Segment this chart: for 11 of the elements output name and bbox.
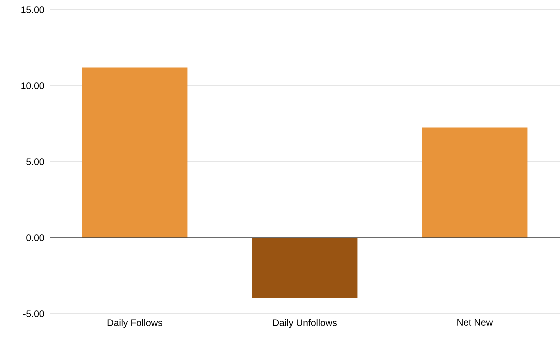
bar [82,68,188,238]
x-tick-label: Daily Follows [108,319,163,328]
bar [252,238,358,298]
x-tick-label: Net New [458,319,494,326]
y-tick-label: 10.00 [22,82,44,90]
y-tick-label: -5.00 [24,310,44,318]
y-tick-label: 15.00 [22,6,44,14]
y-tick-label: 5.00 [26,158,44,166]
x-tick-label: Daily Unfollows [273,319,337,328]
y-tick-label: 0.00 [26,234,44,242]
bar [422,128,528,238]
